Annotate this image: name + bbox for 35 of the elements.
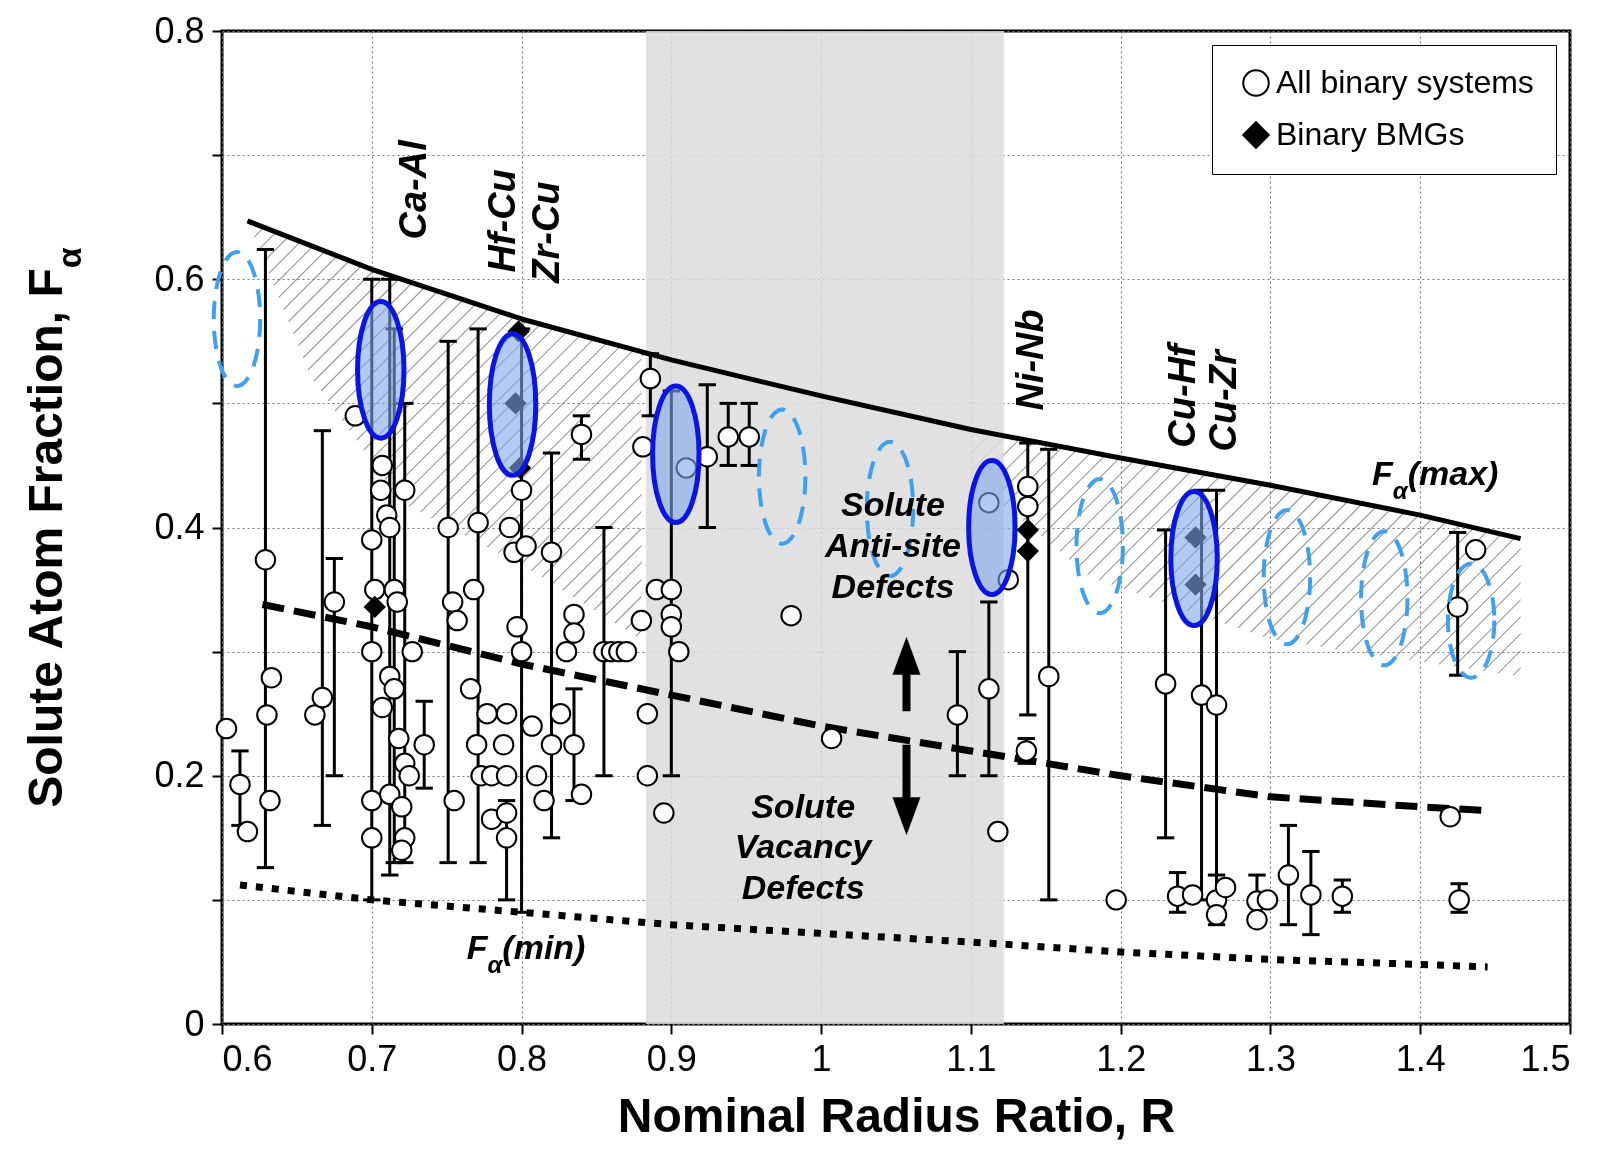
annotation: Hf-Cu (481, 169, 524, 273)
point (364, 596, 386, 618)
point (1017, 519, 1039, 541)
point (1017, 540, 1039, 562)
annotation: Cu-Hf (1161, 340, 1204, 448)
x-tick-label: 0.8 (497, 1037, 548, 1079)
annotation: Solute Vacancy Defects (734, 786, 874, 907)
annotation: F$_{α}$(max) (1372, 453, 1499, 504)
annotation: Cu-Zr (1201, 348, 1244, 452)
y-tick-label: 0.6 (154, 257, 205, 299)
x-tick-label: 1.4 (1395, 1037, 1446, 1079)
y-tick-label: 0.4 (154, 506, 205, 547)
point (509, 457, 531, 479)
x-tick-label: 0.6 (222, 1037, 273, 1079)
x-axis-title: Nominal Radius Ratio, R (617, 1088, 1176, 1142)
y-tick-label: 0 (184, 1002, 205, 1044)
point (1184, 573, 1207, 596)
x-tick-label: 1.2 (1096, 1037, 1147, 1079)
x-tick-label: 1.5 (1520, 1037, 1571, 1079)
annotation: Ca-Al (391, 138, 434, 240)
point (1184, 526, 1207, 549)
point (507, 320, 530, 343)
legend-label: All binary systems (1276, 64, 1534, 100)
annotation: Zr-Cu (524, 181, 567, 284)
x-tick-label: 1 (811, 1037, 832, 1079)
x-tick-label: 1.3 (1245, 1037, 1296, 1079)
y-tick-label: 0.2 (154, 754, 205, 796)
legend-label: Binary BMGs (1276, 116, 1465, 152)
x-tick-label: 0.9 (646, 1037, 697, 1079)
x-tick-label: 1.1 (946, 1037, 997, 1079)
annotation: F$_{α}$(min) (466, 927, 586, 978)
point (504, 392, 527, 415)
x-tick-label: 0.7 (347, 1037, 398, 1079)
annotation: Ni-Nb (1008, 309, 1051, 411)
y-tick-label: 0.8 (154, 9, 205, 51)
